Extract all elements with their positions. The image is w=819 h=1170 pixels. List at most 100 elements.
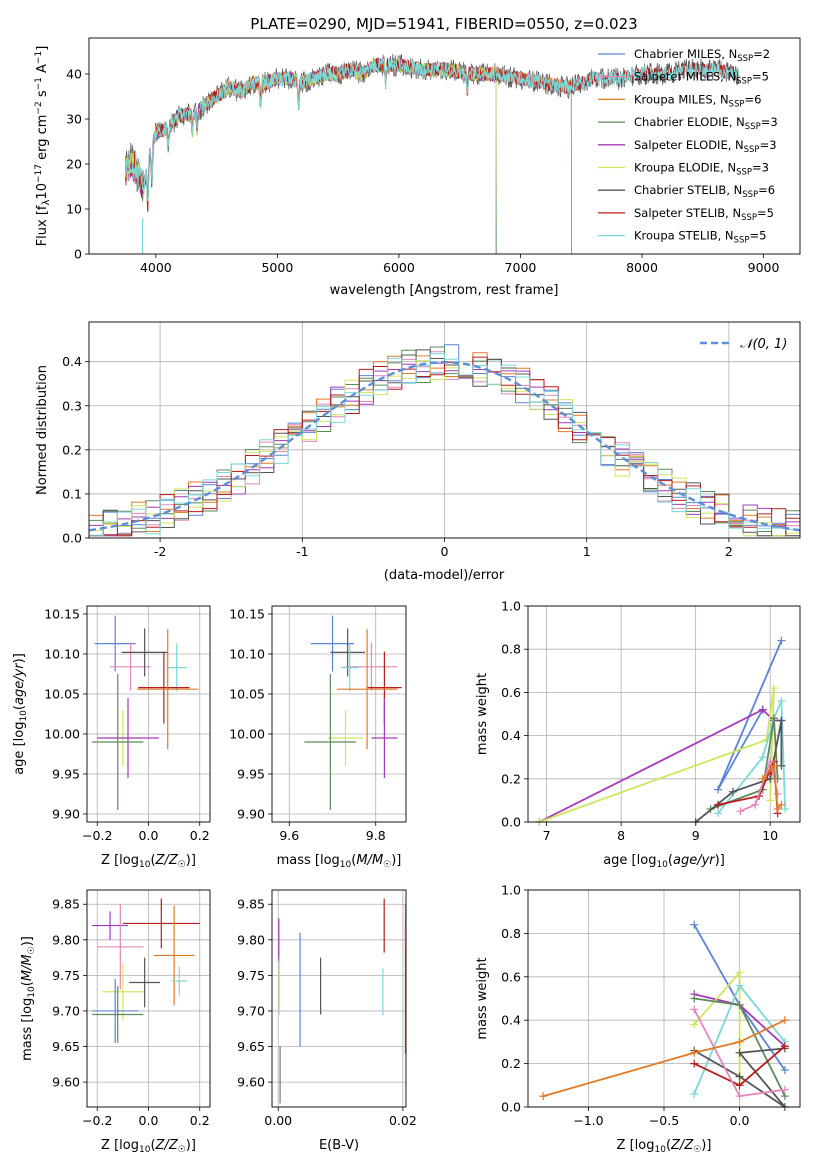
x-tick-label: -1 <box>296 544 308 559</box>
y-tick-label: 9.85 <box>52 897 80 912</box>
y-tick-label: 0 <box>74 247 82 262</box>
x-tick-label: 8000 <box>626 260 658 275</box>
x-axis-label: mass [log10(M/M☉)] <box>277 853 402 870</box>
x-tick-label: 0.2 <box>190 828 210 843</box>
y-tick-label: 10.05 <box>44 687 80 702</box>
x-tick-label: −1.0 <box>573 1113 603 1128</box>
legend-label: 𝒩(0, 1) <box>740 337 787 352</box>
y-tick-label: 0.8 <box>501 926 521 941</box>
spectrum-line <box>125 58 572 255</box>
y-tick-label: 9.75 <box>237 968 265 983</box>
x-tick-label: 0.0 <box>730 1113 750 1128</box>
y-tick-label: 20 <box>66 157 82 172</box>
x-tick-label: 9.8 <box>366 828 386 843</box>
y-tick-label: 9.60 <box>52 1075 80 1090</box>
x-axis-label: age [log10(age/yr)] <box>603 853 725 870</box>
gaussian-curve <box>88 360 801 532</box>
x-tick-label: -2 <box>154 544 166 559</box>
y-tick-label: 10.00 <box>44 727 80 742</box>
y-tick-label: 0.3 <box>62 398 82 413</box>
x-tick-label: −0.2 <box>82 1113 112 1128</box>
y-tick-label: 1.0 <box>501 883 521 898</box>
figure-title: PLATE=0290, MJD=51941, FIBERID=0550, z=0… <box>250 15 637 33</box>
x-tick-label: −0.5 <box>649 1113 679 1128</box>
spectrum-line <box>125 57 740 202</box>
x-tick-label: 9.6 <box>279 828 299 843</box>
y-tick-label: 9.70 <box>52 1003 80 1018</box>
y-tick-label: 0.2 <box>501 1056 521 1071</box>
y-tick-label: 0.2 <box>62 442 82 457</box>
y-axis-label: Normed distribution <box>35 365 50 495</box>
y-axis-label: Flux [fλ10−17 erg cm−2 s−1 A−1] <box>34 46 52 247</box>
weight-line <box>542 1019 786 1098</box>
axes-frame <box>271 889 407 1108</box>
y-axis-label: mass weight <box>475 957 490 1039</box>
axes-frame <box>86 605 211 823</box>
y-tick-label: 9.80 <box>52 932 80 947</box>
y-tick-label: 0.6 <box>501 685 521 700</box>
y-tick-label: 10 <box>66 202 82 217</box>
axes-frame <box>527 605 801 823</box>
y-tick-label: 10.10 <box>44 647 80 662</box>
legend-label: Salpeter STELIB, NSSP=5 <box>634 206 774 223</box>
y-tick-label: 9.65 <box>237 1039 265 1054</box>
y-tick-label: 30 <box>66 112 82 127</box>
y-tick-label: 9.95 <box>52 767 80 782</box>
x-tick-label: 8 <box>617 828 625 843</box>
axes-frame <box>271 605 407 823</box>
y-axis-label: mass [log10(M/M☉)] <box>20 936 37 1061</box>
x-axis-label: Z [log10(Z/Z☉)] <box>101 853 196 870</box>
x-tick-label: 0.0 <box>139 1113 159 1128</box>
x-axis-label: E(B-V) <box>319 1138 359 1153</box>
weight-line <box>740 758 779 813</box>
legend-label: Salpeter ELODIE, NSSP=3 <box>634 138 777 155</box>
weight-line <box>762 763 783 812</box>
x-tick-label: 9000 <box>748 260 780 275</box>
y-tick-label: 9.80 <box>237 932 265 947</box>
y-tick-label: 10.10 <box>229 647 265 662</box>
y-tick-label: 0.4 <box>501 1013 521 1028</box>
x-axis-label: Z [log10(Z/Z☉)] <box>101 1138 196 1155</box>
y-tick-label: 9.60 <box>237 1075 265 1090</box>
spectrum-panel: 4000 5000 6000 7000 8000 9000 0 10 20 30 40 Chabrie… <box>34 37 801 298</box>
x-tick-label: 7000 <box>505 260 537 275</box>
mass-vs-metallicity-panel: −0.2 0.0 0.2 9.60 9.65 9.70 9.75 9.80 9.85 Z [log… <box>20 889 211 1155</box>
y-tick-label: 0.4 <box>62 354 82 369</box>
y-tick-label: 1.0 <box>501 599 521 614</box>
y-tick-label: 0.0 <box>501 815 521 830</box>
y-axis-label: mass weight <box>475 673 490 755</box>
x-tick-label: 5000 <box>261 260 293 275</box>
y-tick-label: 10.15 <box>229 607 265 622</box>
x-axis-label: Z [log10(Z/Z☉)] <box>617 1138 712 1155</box>
x-tick-label: 0.00 <box>264 1113 292 1128</box>
x-tick-label: 10 <box>762 828 778 843</box>
y-tick-label: 9.85 <box>237 897 265 912</box>
y-axis-label: age [log10(age/yr)] <box>12 653 29 775</box>
legend-label: Chabrier MILES, NSSP=2 <box>634 47 770 64</box>
histogram-step <box>89 353 800 537</box>
legend-label: Salpeter MILES, NSSP=5 <box>634 70 769 87</box>
x-tick-label: 0.2 <box>190 1113 210 1128</box>
axes-frame <box>86 889 211 1108</box>
y-tick-label: 10.05 <box>229 687 265 702</box>
x-tick-label: 4000 <box>140 260 172 275</box>
x-tick-label: −0.2 <box>82 828 112 843</box>
axes-frame <box>527 889 801 1108</box>
y-tick-label: 9.70 <box>237 1003 265 1018</box>
spectrum-line <box>125 57 497 255</box>
legend-label: Kroupa STELIB, NSSP=5 <box>634 229 766 246</box>
legend-label: Kroupa MILES, NSSP=6 <box>634 92 761 109</box>
axes-frame <box>88 37 801 255</box>
axes-frame <box>88 321 801 539</box>
y-tick-label: 9.95 <box>237 767 265 782</box>
histogram-step <box>89 356 800 537</box>
y-tick-label: 9.90 <box>237 807 265 822</box>
legend-label: Chabrier STELIB, NSSP=6 <box>634 183 775 200</box>
x-tick-label: 7 <box>543 828 551 843</box>
y-tick-label: 0.0 <box>501 1100 521 1115</box>
y-tick-label: 0.2 <box>501 771 521 786</box>
x-tick-label: 0.02 <box>389 1113 417 1128</box>
y-tick-label: 10.00 <box>229 727 265 742</box>
x-tick-label: 2 <box>725 544 733 559</box>
